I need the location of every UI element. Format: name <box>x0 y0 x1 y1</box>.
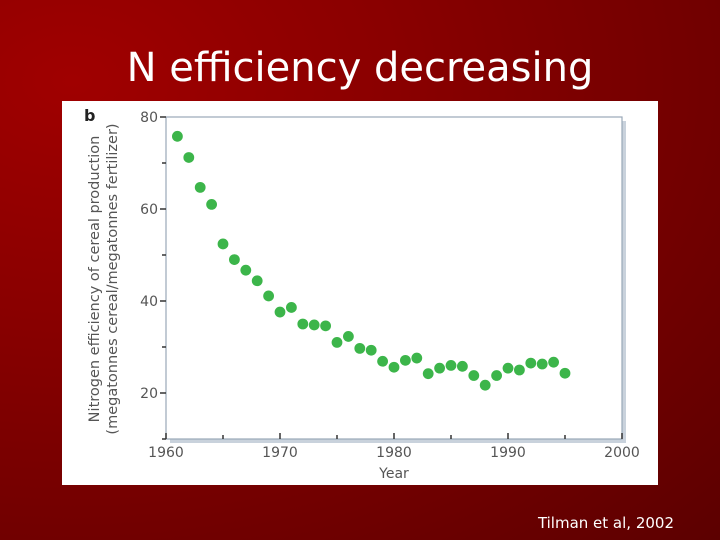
data-points <box>172 130 571 391</box>
data-point <box>457 360 468 372</box>
data-point <box>206 199 218 210</box>
figure-panel: b Nitrogen efficiency of cereal producti… <box>62 101 658 485</box>
data-point <box>388 361 400 373</box>
x-tick-label: 1990 <box>490 445 526 461</box>
y-ticks: 20 40 60 80 <box>140 110 166 440</box>
panel-label: b <box>84 106 95 125</box>
plot-area <box>165 116 623 440</box>
data-point <box>343 331 354 342</box>
x-ticks: 1960 1970 1980 1990 2000 <box>148 433 640 461</box>
data-point <box>297 318 309 330</box>
data-point <box>183 152 195 163</box>
y-tick-label: 80 <box>140 110 158 126</box>
data-point <box>172 130 183 142</box>
y-tick-label: 40 <box>140 294 158 310</box>
y-axis-label-line1: Nitrogen efficiency of cereal production <box>87 136 103 423</box>
x-axis-label: Year <box>378 466 409 482</box>
data-point <box>479 379 491 391</box>
data-point <box>491 370 502 381</box>
y-tick-label: 60 <box>140 202 158 218</box>
data-point <box>251 275 263 287</box>
scatter-chart: b Nitrogen efficiency of cereal producti… <box>84 106 640 482</box>
x-tick-label: 1970 <box>262 445 298 461</box>
data-point <box>400 354 411 366</box>
data-point <box>434 362 445 374</box>
data-point <box>263 290 274 302</box>
data-point <box>320 320 331 332</box>
data-point <box>194 181 206 193</box>
citation: Tilman et al, 2002 <box>537 514 674 532</box>
data-point <box>468 370 480 381</box>
data-point <box>422 368 434 380</box>
y-axis-label-line2: (megatonnes cereal/megatonnes fertilizer… <box>105 123 121 434</box>
x-tick-label: 1980 <box>376 445 412 461</box>
data-point <box>217 238 229 250</box>
data-point <box>229 254 240 265</box>
data-point <box>365 344 377 356</box>
data-point <box>240 264 252 276</box>
data-point <box>331 337 343 348</box>
y-tick-label: 20 <box>140 386 158 402</box>
data-point <box>411 352 423 364</box>
data-point <box>308 319 320 331</box>
data-point <box>445 360 457 371</box>
data-point <box>354 342 366 354</box>
x-tick-label: 1960 <box>148 445 184 461</box>
data-point <box>536 358 548 370</box>
data-point <box>514 364 525 376</box>
data-point <box>548 356 559 368</box>
data-point <box>525 357 537 369</box>
slide-title: N efficiency decreasing <box>126 45 594 91</box>
data-point <box>274 306 286 318</box>
data-point <box>377 355 388 367</box>
data-point <box>502 362 514 374</box>
x-tick-label: 2000 <box>604 445 640 461</box>
data-point <box>559 367 571 379</box>
data-point <box>286 302 297 313</box>
